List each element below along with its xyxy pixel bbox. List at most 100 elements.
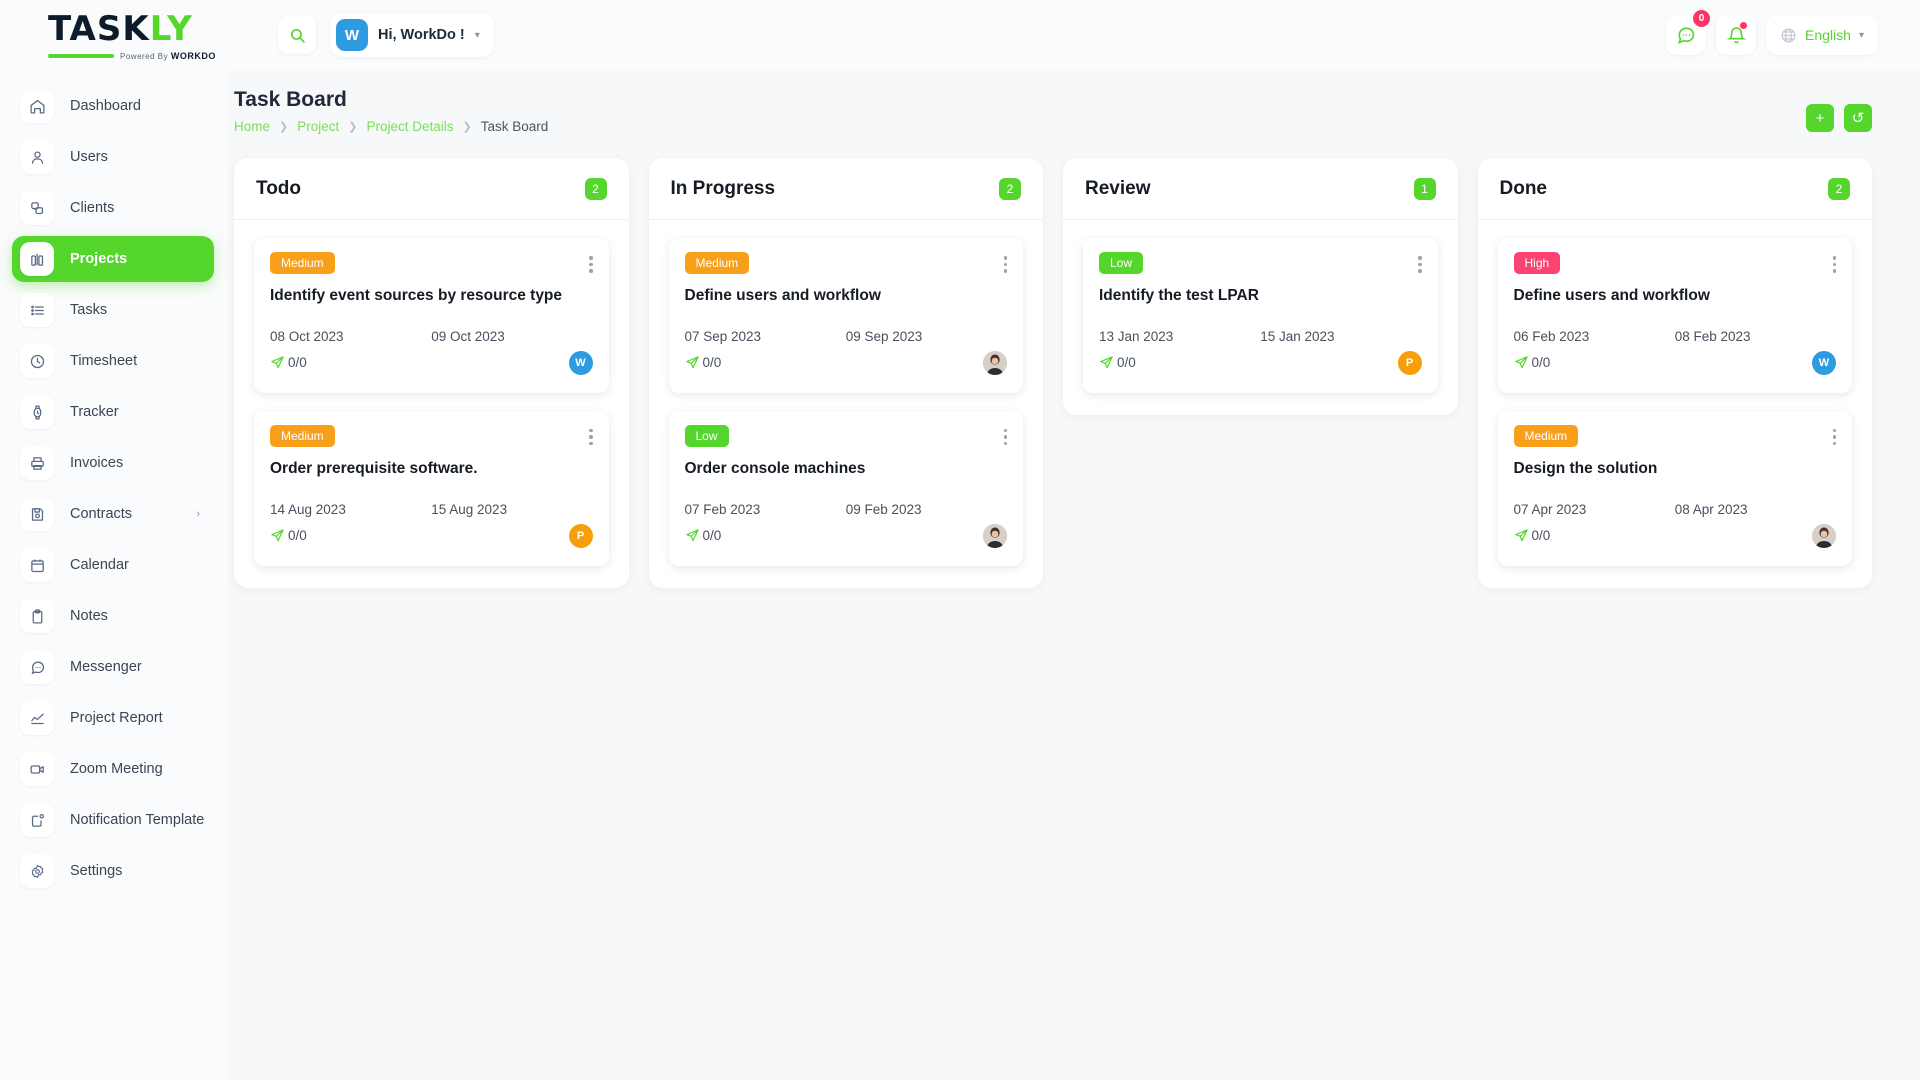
- progress-text: 0/0: [288, 528, 307, 544]
- card-header: Medium: [270, 252, 593, 274]
- column-header: Todo 2: [234, 158, 629, 220]
- assignee-avatar[interactable]: [1812, 523, 1836, 548]
- send-icon: [271, 529, 284, 542]
- top-bar: TASK LY Powered By WORKDO W Hi, WorkDo ! …: [0, 0, 1920, 70]
- board-column: Done 2 High Define users and workflow 06 Feb…: [1477, 158, 1873, 588]
- chevron-right-icon: ❯: [348, 121, 358, 133]
- card-header: Medium: [270, 424, 593, 447]
- breadcrumb-project-details[interactable]: Project Details: [366, 119, 454, 134]
- assignee-avatar[interactable]: W: [568, 350, 593, 375]
- assignee-avatar[interactable]: [983, 523, 1007, 548]
- logo-text-accent: LY: [149, 9, 193, 49]
- task-card[interactable]: Medium Order prerequisite software. 14 Aug…: [254, 410, 609, 566]
- breadcrumb-home[interactable]: Home: [234, 119, 271, 134]
- sidebar-item-settings[interactable]: Settings: [12, 848, 214, 894]
- card-dates: 06 Feb 2023 08 Feb 2023: [1514, 329, 1837, 344]
- sidebar-item-timesheet[interactable]: Timesheet: [12, 338, 214, 384]
- logo-underline: [48, 54, 114, 58]
- column-cards: Medium Identify event sources by resource…: [234, 220, 629, 588]
- sidebar-item-users[interactable]: Users: [12, 134, 214, 180]
- sidebar-item-project-report[interactable]: Project Report: [12, 695, 214, 741]
- messages-button[interactable]: 0: [1666, 10, 1711, 55]
- task-card[interactable]: Medium Design the solution 07 Apr 2023 08 A…: [1497, 410, 1852, 566]
- message-count-badge: 0: [1693, 10, 1711, 27]
- priority-badge: Medium: [684, 252, 750, 274]
- column-cards: High Define users and workflow 06 Feb 2023…: [1478, 220, 1873, 588]
- send-icon: [1100, 356, 1113, 369]
- assignee-avatar[interactable]: W: [1812, 350, 1836, 375]
- chart-line-icon: [20, 701, 54, 735]
- board-column: In Progress 2 Medium Define users and workf…: [648, 158, 1044, 588]
- card-menu-button[interactable]: [589, 252, 593, 273]
- avatar-initial: W: [575, 356, 586, 369]
- sidebar-item-tracker[interactable]: Tracker: [12, 389, 214, 435]
- bell-icon: [1726, 26, 1746, 43]
- sidebar-item-dashboard[interactable]: Dashboard: [12, 83, 214, 129]
- sidebar-item-tasks[interactable]: Tasks: [12, 287, 214, 333]
- user-menu-button[interactable]: W Hi, WorkDo ! ▾: [330, 13, 494, 57]
- sidebar-item-notification-template[interactable]: Notification Template: [12, 797, 214, 843]
- task-card[interactable]: Low Identify the test LPAR 13 Jan 2023 15 J…: [1083, 238, 1438, 393]
- card-menu-button[interactable]: [1003, 252, 1007, 273]
- sidebar-item-zoom-meeting[interactable]: Zoom Meeting: [12, 746, 214, 792]
- priority-badge: Medium: [270, 252, 335, 274]
- subtask-progress: 0/0: [270, 528, 307, 543]
- video-icon: [20, 752, 54, 786]
- sidebar-item-label: Tracker: [70, 404, 119, 420]
- sidebar-item-clients[interactable]: Clients: [12, 185, 214, 231]
- priority-badge: Medium: [270, 424, 335, 447]
- progress-text: 0/0: [1531, 528, 1551, 544]
- language-selector[interactable]: English ▾: [1766, 15, 1878, 55]
- column-header: In Progress 2: [648, 158, 1043, 220]
- card-menu-button[interactable]: [1832, 252, 1836, 273]
- projects-icon: [20, 242, 54, 276]
- search-button[interactable]: [278, 16, 316, 54]
- task-card[interactable]: Medium Define users and workflow 07 Sep 20…: [668, 238, 1023, 393]
- assignee-avatar[interactable]: [983, 350, 1007, 375]
- task-card[interactable]: High Define users and workflow 06 Feb 2023…: [1497, 238, 1852, 393]
- card-dates: 13 Jan 2023 15 Jan 2023: [1099, 329, 1422, 344]
- card-header: Medium: [684, 252, 1007, 274]
- assignee-avatar[interactable]: P: [1397, 350, 1422, 375]
- card-menu-button[interactable]: [1418, 252, 1422, 273]
- sidebar-item-label: Zoom Meeting: [70, 761, 163, 777]
- notifications-button[interactable]: [1716, 15, 1757, 55]
- refresh-button[interactable]: ↺: [1844, 104, 1872, 132]
- sidebar-item-contracts[interactable]: Contracts ›: [12, 491, 214, 537]
- card-title: Order console machines: [684, 459, 866, 477]
- priority-badge: Low: [1099, 252, 1144, 274]
- sidebar-item-label: Timesheet: [70, 353, 138, 369]
- card-title: Design the solution: [1513, 459, 1658, 477]
- notification-icon: [20, 803, 54, 837]
- card-title: Define users and workflow: [684, 287, 881, 304]
- task-card[interactable]: Low Order console machines 07 Feb 2023 09 F…: [668, 410, 1023, 566]
- add-task-button[interactable]: +: [1806, 104, 1834, 132]
- task-card[interactable]: Medium Identify event sources by resource…: [254, 238, 609, 393]
- assignee-avatar[interactable]: P: [568, 523, 593, 548]
- sidebar-item-label: Projects: [70, 251, 128, 267]
- globe-icon: [1781, 27, 1796, 43]
- sidebar-item-calendar[interactable]: Calendar: [12, 542, 214, 588]
- sidebar-item-messenger[interactable]: Messenger: [12, 644, 214, 690]
- sidebar-item-projects[interactable]: Projects: [12, 236, 214, 282]
- breadcrumb-project[interactable]: Project: [297, 119, 340, 134]
- sidebar-item-label: Clients: [70, 200, 115, 216]
- sidebar-item-invoices[interactable]: Invoices: [12, 440, 214, 486]
- card-dates: 07 Feb 2023 09 Feb 2023: [685, 502, 1008, 517]
- start-date: 14 Aug 2023: [270, 501, 346, 517]
- avatar: W: [336, 19, 368, 51]
- card-menu-button[interactable]: [589, 425, 593, 446]
- start-date: 13 Jan 2023: [1099, 328, 1174, 344]
- app-logo[interactable]: TASK LY Powered By WORKDO: [0, 0, 240, 70]
- card-menu-button[interactable]: [1003, 425, 1007, 446]
- column-cards: Medium Define users and workflow 07 Sep 20…: [649, 220, 1044, 588]
- progress-text: 0/0: [702, 355, 722, 371]
- progress-text: 0/0: [1117, 355, 1136, 371]
- start-date: 07 Apr 2023: [1513, 501, 1587, 517]
- sidebar-item-notes[interactable]: Notes: [12, 593, 214, 639]
- column-header: Review 1: [1063, 158, 1458, 220]
- start-date: 08 Oct 2023: [270, 328, 344, 344]
- card-menu-button[interactable]: [1832, 425, 1836, 446]
- list-icon: [20, 293, 54, 327]
- card-footer: 0/0 W: [270, 349, 593, 377]
